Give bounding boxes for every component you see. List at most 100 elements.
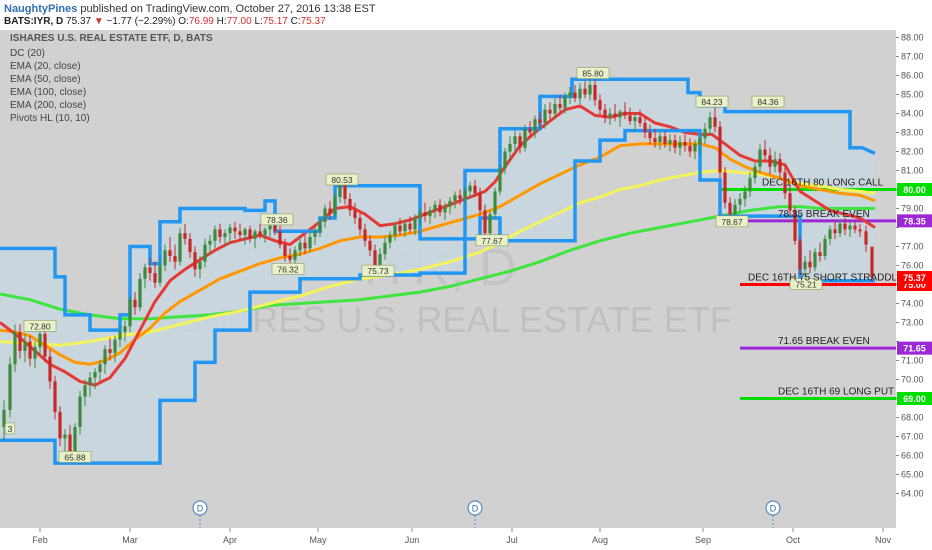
candle-body-101 [508, 143, 512, 152]
ema-line-1 [0, 169, 876, 347]
candle-body-41 [208, 240, 212, 245]
candle-body-128 [643, 123, 647, 133]
y-tick-label-3: 67.00 [901, 432, 924, 442]
candle-body-150 [753, 166, 757, 179]
candle-body-154 [773, 159, 777, 167]
candle-body-71 [358, 218, 362, 230]
pivot-labels: 65.88 72.80 78.36 80.53 76.32 75.73 77.67 85.80… [4, 67, 823, 463]
pivot-label-7: 85.80 [582, 69, 604, 79]
candle-body-93 [468, 185, 472, 192]
candle-body-83 [418, 212, 422, 218]
open-value: 76.99 [188, 16, 214, 27]
time-axis[interactable] [0, 528, 932, 550]
low-label: L: [254, 16, 263, 27]
candle-body-28 [143, 267, 147, 279]
level-tag-bg-0 [897, 183, 932, 196]
candle-body-34 [173, 256, 177, 262]
candle-body-11 [58, 411, 62, 439]
candle-body-63 [318, 221, 322, 232]
candle-body-21 [108, 349, 112, 353]
candle-body-69 [348, 199, 352, 211]
indicator-dc[interactable]: DC (20) [10, 48, 46, 59]
pivot-label-0: 65.88 [64, 452, 86, 462]
candle-body-72 [363, 229, 367, 241]
price-chart[interactable]: IYR, D ISHARES U.S. REAL ESTATE ETF 65.8… [0, 30, 932, 550]
pivot-box-1 [23, 319, 57, 332]
candle-body-8 [43, 333, 47, 357]
donchian-channel-fill [0, 79, 875, 464]
candle-body-153 [768, 155, 772, 167]
candle-body-40 [203, 244, 207, 262]
author-name[interactable]: NaughtyPines [4, 3, 78, 15]
pivot-label-9: 84.36 [757, 97, 779, 107]
dividend-label-1: D [472, 504, 479, 514]
candle-body-135 [678, 142, 682, 148]
candle-body-30 [153, 273, 157, 283]
y-axis-ticks: 64.00 65.00 66.00 67.00 68.00 70.00 71.00 73.00… [896, 33, 924, 499]
indicator-pivots[interactable]: Pivots HL (10, 10) [10, 113, 90, 124]
candle-body-3 [18, 332, 22, 351]
candle-body-57 [288, 256, 292, 260]
candle-body-88 [443, 206, 447, 213]
close-label: C: [290, 16, 301, 27]
candle-body-122 [613, 113, 617, 118]
candle-body-22 [113, 339, 117, 353]
candle-body-51 [258, 231, 262, 236]
candle-body-78 [393, 225, 397, 236]
candle-body-19 [98, 364, 102, 372]
x-tick-label-9: Nov [875, 535, 892, 545]
indicator-ema50[interactable]: EMA (50, close) [10, 74, 81, 85]
pivot-label-8: 84.23 [701, 97, 723, 107]
candle-body-106 [533, 119, 537, 133]
candle-body-95 [478, 193, 482, 211]
x-tick-label-4: Jun [405, 535, 420, 545]
candle-body-42 [213, 229, 217, 241]
candle-body-172 [864, 231, 868, 245]
level-label-1: 78.35 BREAK EVEN [778, 209, 870, 220]
candle-body-79 [398, 225, 402, 232]
y-tick-label-0: 64.00 [901, 489, 924, 499]
candle-body-62 [313, 231, 317, 237]
indicator-ema200[interactable]: EMA (200, close) [10, 100, 87, 111]
candle-body-123 [618, 111, 622, 118]
y-tick-label-23: 87.00 [901, 52, 924, 62]
candle-body-47 [238, 231, 242, 236]
price-change: −1.77 (−2.29%) [106, 16, 176, 27]
candle-body-139 [698, 138, 702, 144]
candle-body-127 [638, 117, 642, 123]
pivot-box-9 [751, 95, 785, 108]
candle-body-160 [803, 261, 807, 270]
candle-body-5 [28, 341, 32, 359]
candle-body-25 [128, 299, 132, 327]
candle-body-110 [553, 104, 557, 114]
pivot-label-1: 72.80 [29, 321, 51, 331]
candle-body-45 [228, 227, 232, 234]
candle-body-77 [388, 235, 392, 243]
candle-body-159 [798, 240, 802, 270]
candle-body-146 [733, 204, 737, 215]
candle-body-118 [593, 85, 597, 101]
candle-body-121 [608, 113, 612, 118]
y-tick-label-9: 73.00 [901, 318, 924, 328]
indicator-ema100[interactable]: EMA (100, close) [10, 87, 87, 98]
x-axis-ticks: Feb Mar Apr May Jun Jul Aug Sep Oct Nov [32, 528, 891, 545]
candle-body-151 [758, 149, 762, 167]
pivot-box-5 [361, 264, 395, 277]
candle-body-80 [403, 223, 407, 232]
candle-body-37 [188, 238, 192, 253]
y-tick-label-19: 83.00 [901, 128, 924, 138]
quote-line: BATS:IYR, D 75.37 ▼ −1.77 (−2.29%) O:76.… [4, 16, 326, 27]
candle-body-124 [623, 111, 627, 116]
candle-body-70 [353, 210, 357, 218]
indicator-ema20[interactable]: EMA (20, close) [10, 61, 81, 72]
pivot-label-5: 75.73 [367, 266, 389, 276]
publish-line: NaughtyPines published on TradingView.co… [4, 3, 376, 15]
candle-body-66 [333, 197, 337, 215]
candle-body-14 [73, 427, 77, 452]
price-tags: 80.00 78.35 75.00 71.65 69.00 75.37 [897, 183, 932, 405]
candle-body-65 [328, 208, 332, 215]
level-tag-bg-4 [897, 392, 932, 405]
symbol-label: BATS:IYR, D [4, 16, 64, 27]
candle-body-36 [183, 233, 187, 239]
